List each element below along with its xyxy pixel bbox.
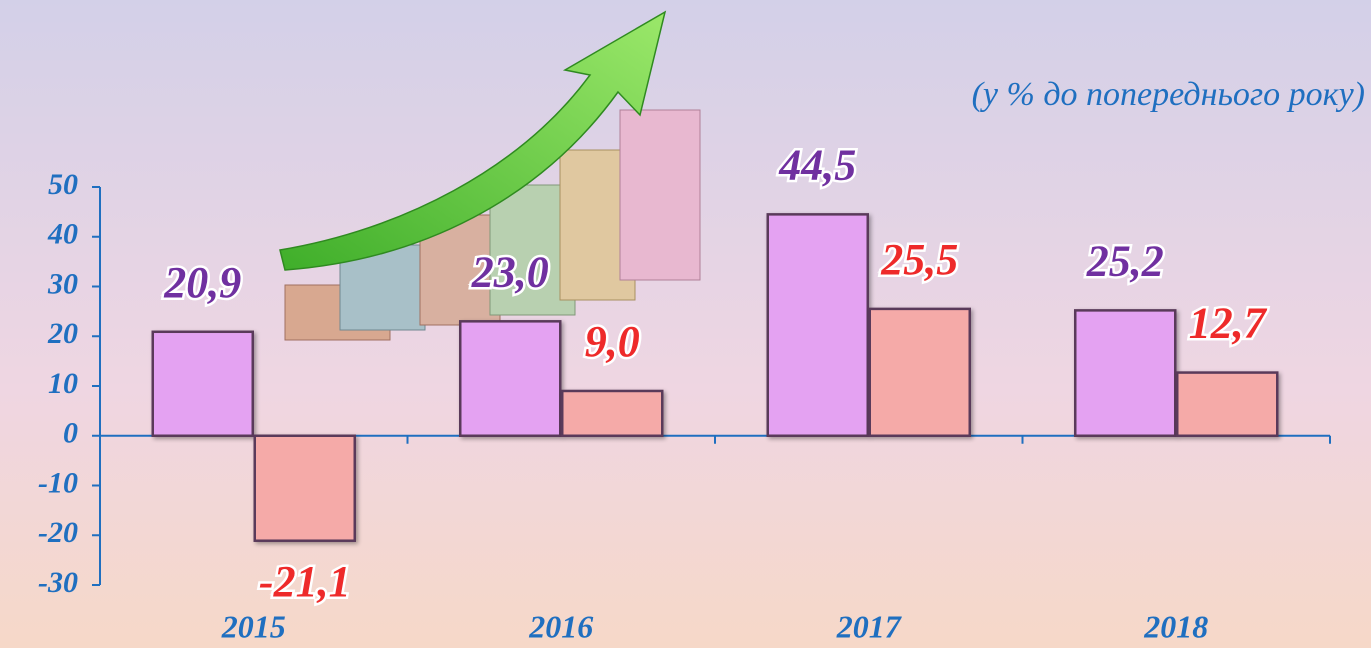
subtitle: (у % до попереднього року) <box>972 76 1365 113</box>
bar <box>768 214 868 435</box>
bar <box>870 309 970 436</box>
bar <box>255 436 355 541</box>
y-tick-label: 30 <box>47 267 78 300</box>
value-label: 25,5 <box>880 235 958 284</box>
x-tick-label: 2017 <box>836 608 903 644</box>
y-tick-label: 10 <box>48 367 78 400</box>
x-tick-label: 2015 <box>221 608 286 644</box>
value-label: 12,7 <box>1189 299 1268 348</box>
bar <box>1177 373 1277 436</box>
value-label: 23,0 <box>471 247 549 296</box>
value-label: 44,5 <box>778 140 856 189</box>
bar <box>460 321 560 435</box>
x-tick-label: 2016 <box>528 608 593 644</box>
y-tick-label: -30 <box>38 566 78 599</box>
y-tick-label: 40 <box>47 218 78 251</box>
value-label: 9,0 <box>585 317 640 366</box>
chart: (у % до попереднього року) -30 -20 -10 0 10 2… <box>0 0 1371 648</box>
bar <box>562 391 662 436</box>
y-tick-label: -10 <box>38 466 78 499</box>
x-tick-label: 2018 <box>1143 608 1208 644</box>
y-tick-label: 20 <box>47 317 78 350</box>
bar <box>153 332 253 436</box>
value-label: 25,2 <box>1086 236 1164 285</box>
y-tick-label: 0 <box>63 417 78 450</box>
y-tick-label: 50 <box>48 168 78 201</box>
value-label: 20,9 <box>163 258 241 307</box>
y-tick-label: -20 <box>38 516 78 549</box>
bar <box>1075 310 1175 435</box>
value-label: -21,1 <box>259 557 351 606</box>
